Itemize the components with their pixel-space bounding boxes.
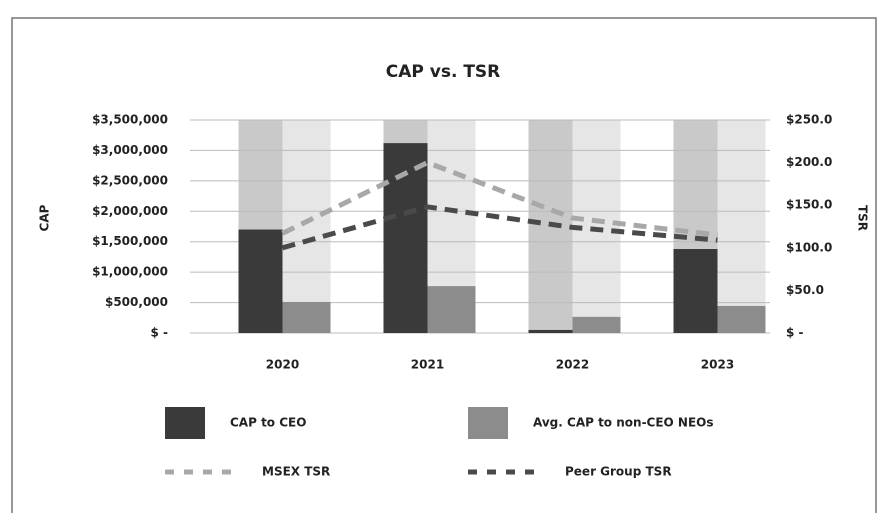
y-tick-label: $ - [150,326,168,340]
bar [673,249,718,333]
legend-swatch [468,407,508,439]
y2-tick-label: $200.0 [786,155,832,169]
bar [572,316,621,333]
bar [528,329,573,333]
legend-label: Peer Group TSR [565,465,672,479]
y-tick-label: $1,500,000 [92,234,168,248]
legend-label: CAP to CEO [230,416,306,430]
y2-tick-label: $150.0 [786,198,832,212]
legend-swatch [165,407,205,439]
y-tick-label: $2,500,000 [92,173,168,187]
bar [717,305,766,333]
legend-label: Avg. CAP to non-CEO NEOs [533,416,714,430]
y-tick-label: $500,000 [105,295,168,309]
column-background [282,120,331,333]
chart-title: CAP vs. TSR [386,62,501,82]
column-background [717,120,766,333]
line [281,204,718,251]
y-tick-label: $2,000,000 [92,204,168,218]
y2-tick-label: $ - [786,326,804,340]
y-axis-title: CAP [38,204,52,231]
x-tick-label: 2023 [701,358,734,372]
y-tick-label: $3,500,000 [92,113,168,127]
y2-tick-label: $100.0 [786,240,832,254]
y-tick-label: $3,000,000 [92,143,168,157]
x-tick-label: 2022 [556,358,589,372]
y2-axis-title: TSR [856,205,870,231]
x-tick-label: 2021 [411,358,444,372]
y2-tick-label: $250.0 [786,113,832,127]
line [281,159,718,238]
y-tick-label: $1,000,000 [92,265,168,279]
x-tick-label: 2020 [266,358,299,372]
bar [427,286,476,333]
bar [282,301,331,333]
bar [238,229,283,333]
y2-tick-label: $50.0 [786,283,824,297]
legend-label: MSEX TSR [262,465,330,479]
